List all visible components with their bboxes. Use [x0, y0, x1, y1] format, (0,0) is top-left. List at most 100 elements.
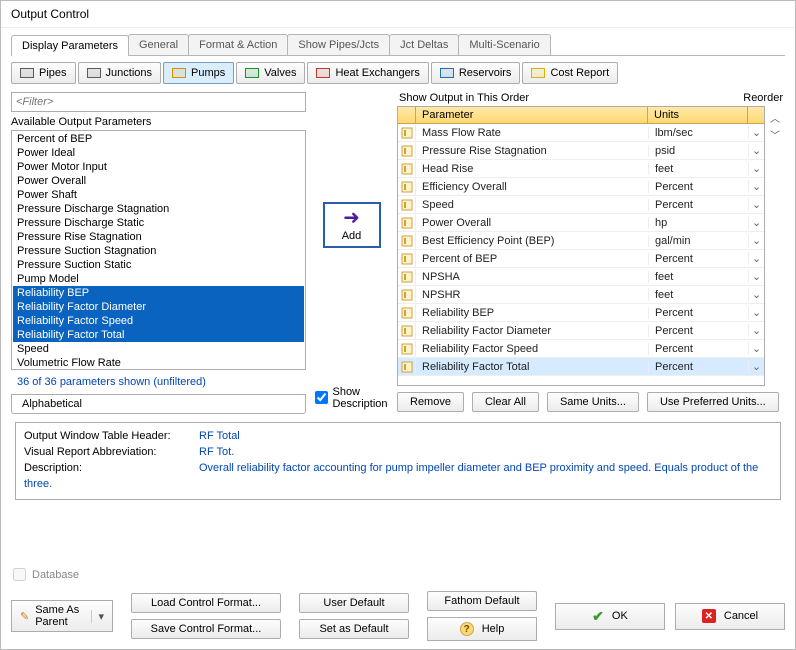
table-row[interactable]: Best Efficiency Point (BEP)gal/min⌄ [398, 232, 764, 250]
units-dropdown[interactable]: ⌄ [748, 144, 764, 157]
add-button[interactable]: ➜ Add [323, 202, 381, 248]
list-item[interactable]: Pressure Suction Stagnation [13, 244, 304, 258]
same-units-button[interactable]: Same Units... [547, 392, 639, 412]
table-row[interactable]: NPSHAfeet⌄ [398, 268, 764, 286]
description-panel: Output Window Table Header:RF Total Visu… [15, 422, 781, 500]
alphabetical-tab[interactable]: Alphabetical [11, 394, 306, 414]
table-row[interactable]: Mass Flow Ratelbm/sec⌄ [398, 124, 764, 142]
list-item[interactable]: Pressure Suction Static [13, 258, 304, 272]
fathom-default-button[interactable]: Fathom Default [427, 591, 537, 611]
category-toolbar: PipesJunctionsPumpsValvesHeat Exchangers… [11, 62, 785, 84]
tab-multi-scenario[interactable]: Multi-Scenario [458, 34, 550, 55]
units-dropdown[interactable]: ⌄ [748, 270, 764, 283]
list-item[interactable]: Pressure Discharge Static [13, 216, 304, 230]
row-icon [398, 142, 416, 159]
table-row[interactable]: Reliability BEPPercent⌄ [398, 304, 764, 322]
list-item[interactable]: Reliability Factor Speed [13, 314, 304, 328]
category-valves[interactable]: Valves [236, 62, 305, 84]
units-dropdown[interactable]: ⌄ [748, 234, 764, 247]
tab-display-parameters[interactable]: Display Parameters [11, 35, 129, 56]
list-item[interactable]: Reliability Factor Total [13, 328, 304, 342]
table-row[interactable]: Head Risefeet⌄ [398, 160, 764, 178]
help-button[interactable]: ? Help [427, 617, 537, 641]
units-dropdown[interactable]: ⌄ [748, 360, 764, 373]
tab-show-pipes-jcts[interactable]: Show Pipes/Jcts [287, 34, 390, 55]
list-item[interactable]: Pump Model [13, 272, 304, 286]
row-icon [398, 322, 416, 339]
table-row[interactable]: Efficiency OverallPercent⌄ [398, 178, 764, 196]
cell-units: Percent [648, 325, 748, 337]
cell-units: feet [648, 289, 748, 301]
junctions-icon [87, 66, 101, 80]
category-pipes[interactable]: Pipes [11, 62, 76, 84]
desc-text-label: Description: [24, 461, 199, 477]
table-row[interactable]: Pressure Rise Stagnationpsid⌄ [398, 142, 764, 160]
list-item[interactable]: Power Ideal [13, 146, 304, 160]
output-params-grid[interactable]: Parameter Units Mass Flow Ratelbm/sec⌄Pr… [397, 106, 765, 386]
desc-header-label: Output Window Table Header: [24, 429, 199, 445]
list-item[interactable]: Reliability BEP [13, 286, 304, 300]
filter-input[interactable] [11, 92, 306, 112]
show-output-label: Show Output in This Order [399, 92, 529, 104]
available-params-listbox[interactable]: Percent of BEPPower IdealPower Motor Inp… [11, 130, 306, 370]
units-dropdown[interactable]: ⌄ [748, 342, 764, 355]
cell-parameter: Reliability Factor Speed [416, 343, 648, 355]
list-item[interactable]: Pressure Discharge Stagnation [13, 202, 304, 216]
set-default-button[interactable]: Set as Default [299, 619, 409, 639]
table-row[interactable]: Power Overallhp⌄ [398, 214, 764, 232]
move-up-button[interactable]: ︿ [770, 110, 780, 125]
cancel-button[interactable]: ✕ Cancel [675, 603, 785, 630]
units-dropdown[interactable]: ⌄ [748, 180, 764, 193]
list-item[interactable]: Percent of BEP [13, 132, 304, 146]
table-row[interactable]: SpeedPercent⌄ [398, 196, 764, 214]
user-default-button[interactable]: User Default [299, 593, 409, 613]
col-header-parameter[interactable]: Parameter [416, 107, 648, 123]
list-item[interactable]: Power Motor Input [13, 160, 304, 174]
clear-all-button[interactable]: Clear All [472, 392, 539, 412]
units-dropdown[interactable]: ⌄ [748, 216, 764, 229]
units-dropdown[interactable]: ⌄ [748, 126, 764, 139]
category-heat-exchangers[interactable]: Heat Exchangers [307, 62, 428, 84]
load-format-button[interactable]: Load Control Format... [131, 593, 281, 613]
reorder-label: Reorder [743, 92, 783, 104]
tab-jct-deltas[interactable]: Jct Deltas [389, 34, 459, 55]
tab-format-action[interactable]: Format & Action [188, 34, 288, 55]
list-item[interactable]: Reliability Factor Diameter [13, 300, 304, 314]
units-dropdown[interactable]: ⌄ [748, 162, 764, 175]
remove-button[interactable]: Remove [397, 392, 464, 412]
same-as-parent-button[interactable]: ✎ Same As Parent ▾ [11, 600, 113, 632]
category-cost-report[interactable]: Cost Report [522, 62, 618, 84]
reservoirs-icon [440, 66, 454, 80]
table-row[interactable]: NPSHRfeet⌄ [398, 286, 764, 304]
desc-abbrev-label: Visual Report Abbreviation: [24, 445, 199, 461]
col-header-units[interactable]: Units [648, 107, 748, 123]
ok-button[interactable]: ✔ OK [555, 603, 665, 630]
move-down-button[interactable]: ﹀ [770, 127, 780, 142]
table-row[interactable]: Reliability Factor DiameterPercent⌄ [398, 322, 764, 340]
units-dropdown[interactable]: ⌄ [748, 306, 764, 319]
list-item[interactable]: Pressure Rise Stagnation [13, 230, 304, 244]
grid-corner[interactable] [398, 107, 416, 123]
category-junctions[interactable]: Junctions [78, 62, 161, 84]
heat-exchangers-icon [316, 66, 330, 80]
list-item[interactable]: Speed [13, 342, 304, 356]
cell-parameter: Percent of BEP [416, 253, 648, 265]
table-row[interactable]: Reliability Factor TotalPercent⌄ [398, 358, 764, 376]
units-dropdown[interactable]: ⌄ [748, 252, 764, 265]
units-dropdown[interactable]: ⌄ [748, 198, 764, 211]
units-dropdown[interactable]: ⌄ [748, 288, 764, 301]
cell-units: feet [648, 163, 748, 175]
tab-general[interactable]: General [128, 34, 189, 55]
list-item[interactable]: Volumetric Flow Rate [13, 356, 304, 370]
category-reservoirs[interactable]: Reservoirs [431, 62, 521, 84]
save-format-button[interactable]: Save Control Format... [131, 619, 281, 639]
table-row[interactable]: Reliability Factor SpeedPercent⌄ [398, 340, 764, 358]
list-item[interactable]: Power Overall [13, 174, 304, 188]
cell-units: Percent [648, 181, 748, 193]
table-row[interactable]: Percent of BEPPercent⌄ [398, 250, 764, 268]
list-item[interactable]: Power Shaft [13, 188, 304, 202]
show-description-checkbox[interactable]: ShowDescription [315, 386, 387, 410]
category-pumps[interactable]: Pumps [163, 62, 234, 84]
preferred-units-button[interactable]: Use Preferred Units... [647, 392, 779, 412]
units-dropdown[interactable]: ⌄ [748, 324, 764, 337]
